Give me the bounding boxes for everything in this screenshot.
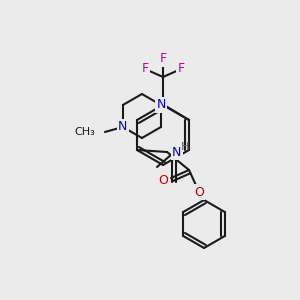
Text: F: F — [141, 62, 148, 76]
Text: F: F — [159, 52, 167, 65]
Text: O: O — [194, 185, 204, 199]
Text: H: H — [181, 142, 189, 152]
Text: N: N — [118, 121, 128, 134]
Text: H: H — [181, 142, 189, 152]
Text: O: O — [158, 173, 168, 187]
Text: N: N — [172, 146, 182, 158]
Text: F: F — [141, 62, 148, 76]
Text: O: O — [158, 173, 168, 187]
Text: CH₃: CH₃ — [74, 127, 95, 137]
Text: N: N — [156, 98, 166, 112]
Text: N: N — [156, 98, 166, 112]
Text: F: F — [177, 62, 184, 76]
Text: F: F — [159, 52, 167, 65]
Text: O: O — [194, 185, 204, 199]
Text: N: N — [118, 121, 128, 134]
Text: F: F — [177, 62, 184, 76]
Text: N: N — [172, 146, 182, 158]
